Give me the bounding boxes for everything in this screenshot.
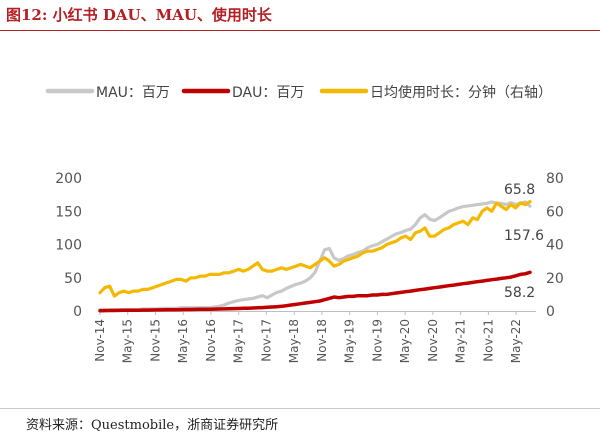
x-tick-label: Nov-16 [204,319,218,362]
x-tick-label: Nov-21 [481,319,495,362]
series-line-3 [98,200,532,298]
series-layer [98,200,532,313]
x-tick-label: Nov-17 [259,319,273,362]
y-left-tick-label: 0 [73,304,82,320]
source-rule [0,408,600,409]
x-tick-label: May-16 [176,319,190,363]
data-label: 58.2 [504,285,535,301]
legend-label: DAU：百万 [232,85,304,101]
x-tick-label: Nov-18 [315,319,329,362]
source-note: 资料来源：Questmobile，浙商证券研究所 [26,418,279,433]
data-label: 65.8 [504,182,535,198]
series-line-1 [98,200,532,312]
series-line-2 [98,270,532,313]
y-right-tick-label: 0 [546,304,555,320]
y-left-tick-label: 200 [55,171,82,187]
x-tick-label: May-20 [398,319,412,363]
x-tick-label: Nov-14 [93,319,107,362]
title-rule [0,30,600,31]
y-left-tick-label: 150 [55,204,82,220]
x-tick-label: Nov-19 [370,319,384,362]
x-tick-label: May-19 [343,319,357,363]
legend: MAU：百万 DAU：百万 日均使用时长：分钟（右轴） [45,84,552,101]
y-right-tick-label: 80 [546,171,564,187]
x-tick-label: Nov-15 [148,319,162,362]
x-tick-label: May-21 [454,319,468,363]
figure-title: 图12: 小红书 DAU、MAU、使用时长 [6,6,272,24]
y-left-tick-label: 50 [64,271,82,287]
legend-label: 日均使用时长：分钟（右轴） [370,84,552,101]
x-tick-label: May-15 [121,319,135,363]
y-left-tick-label: 100 [55,238,82,254]
legend-label: MAU：百万 [96,85,170,101]
y-right-tick-label: 20 [546,271,564,287]
data-label: 157.6 [504,228,544,244]
annotations: 65.8 157.6 58.2 [504,182,544,301]
x-tick-label: May-22 [509,319,523,363]
x-tick-label: Nov-20 [426,319,440,362]
axes-layer: 0 50 100 150 200 0 20 40 60 80 Nov-14 May-15 Nov-15 M… [55,171,564,363]
x-tick-label: May-18 [287,319,301,363]
y-right-tick-label: 40 [546,238,564,254]
x-tick-label: May-17 [232,319,246,363]
y-right-tick-label: 60 [546,204,564,220]
